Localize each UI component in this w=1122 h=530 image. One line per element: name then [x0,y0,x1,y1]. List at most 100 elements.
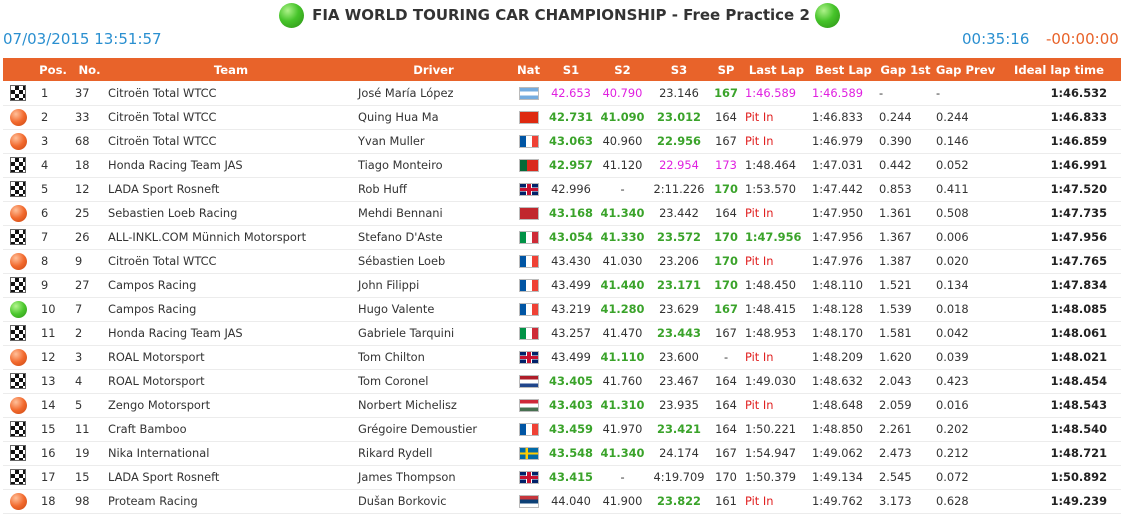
car-number-cell: 18 [73,153,106,178]
table-row[interactable]: 6 25 Sebastien Loeb Racing Mehdi Bennani 43.… [3,201,1121,226]
pit-lane-icon [9,132,27,150]
gap-prev-cell: 0.202 [934,417,997,442]
speed-cell: 170 [709,177,743,202]
s3-cell: 24.174 [649,441,709,466]
pit-lane-icon [9,204,27,222]
last-lap-cell: Pit In [743,489,810,514]
nat-header[interactable]: Nat [516,62,541,77]
s3-cell: 23.935 [649,393,709,418]
driver-cell: Stefano D'Aste [356,225,511,250]
s2-cell: 41.760 [596,369,649,394]
best-lap-cell: 1:46.979 [810,129,877,154]
nat-cell [511,345,546,370]
status-cell [3,297,33,322]
ideal-lap-cell: 1:48.454 [997,369,1121,394]
best-lap-cell: 1:49.062 [810,441,877,466]
nationality-flag-icon [518,375,539,388]
s2-cell: - [596,465,649,490]
best-lap-cell: 1:47.976 [810,249,877,274]
nationality-flag-icon [518,327,539,340]
ideal-lap-cell: 1:48.543 [997,393,1121,418]
status-cell [3,369,33,394]
pos-cell: 14 [33,393,73,418]
gap-1st-cell: 0.244 [877,105,934,130]
team-cell: Craft Bamboo [106,417,356,442]
table-row[interactable]: 4 18 Honda Racing Team JAS Tiago Monteiro 42… [3,153,1121,178]
speed-cell: 170 [709,249,743,274]
gap-1st-cell: 0.853 [877,177,934,202]
session-datetime: 07/03/2015 13:51:57 [3,30,162,48]
s3-cell: 22.954 [649,153,709,178]
nat-cell [511,201,546,226]
gap-1st-cell: 1.387 [877,249,934,274]
driver-cell: Mehdi Bennani [356,201,511,226]
s3-header[interactable]: S3 [670,62,688,77]
pit-lane-icon [9,348,27,366]
gap-1st-cell: 2.261 [877,417,934,442]
gap-1st-cell: 2.545 [877,465,934,490]
s3-cell: 23.600 [649,345,709,370]
team-header[interactable]: Team [213,62,249,77]
speed-cell: 170 [709,225,743,250]
gap-1st-header[interactable]: Gap 1st [880,62,931,77]
status-cell [3,465,33,490]
pos-cell: 5 [33,177,73,202]
gap-1st-cell: 1.367 [877,225,934,250]
s2-cell: 41.440 [596,273,649,298]
table-row[interactable]: 3 68 Citroën Total WTCC Yvan Muller 43.063 40… [3,129,1121,154]
table-row[interactable]: 5 12 LADA Sport Rosneft Rob Huff 42.996-2:11… [3,177,1121,202]
table-row[interactable]: 17 15 LADA Sport Rosneft James Thompson 43.4… [3,465,1121,490]
driver-header[interactable]: Driver [413,62,454,77]
gap-1st-cell: 2.059 [877,393,934,418]
driver-cell: Dušan Borkovic [356,489,511,514]
status-cell [3,321,33,346]
table-row[interactable]: 11 2 Honda Racing Team JAS Gabriele Tarquin… [3,321,1121,346]
table-row[interactable]: 10 7 Campos Racing Hugo Valente 43.219 41.280… [3,297,1121,322]
table-row[interactable]: 9 27 Campos Racing John Filippi 43.499 41.440… [3,273,1121,298]
s1-cell: 43.403 [546,393,596,418]
no-header[interactable]: No. [78,62,101,77]
status-cell [3,177,33,202]
table-row[interactable]: 15 11 Craft Bamboo Grégoire Demoustier 43.45… [3,417,1121,442]
car-number-cell: 11 [73,417,106,442]
table-row[interactable]: 16 19 Nika International Rikard Rydell 43.54… [3,441,1121,466]
table-row[interactable]: 7 26 ALL-INKL.COM Münnich Motorsport Stefan… [3,225,1121,250]
last-lap-cell: 1:50.221 [743,417,810,442]
best-lap-cell: 1:48.648 [810,393,877,418]
ideal-lap-header[interactable]: Ideal lap time [1014,62,1104,77]
table-row[interactable]: 18 98 Proteam Racing Dušan Borkovic 44.040 41… [3,489,1121,514]
ideal-lap-cell: 1:47.520 [997,177,1121,202]
speed-cell: 167 [709,321,743,346]
page-title: FIA WORLD TOURING CAR CHAMPIONSHIP - Fre… [312,6,810,24]
car-number-cell: 2 [73,321,106,346]
s1-cell: 43.063 [546,129,596,154]
best-lap-header[interactable]: Best Lap [815,62,872,77]
car-number-cell: 27 [73,273,106,298]
s2-cell: 41.280 [596,297,649,322]
s1-cell: 43.405 [546,369,596,394]
table-row[interactable]: 14 5 Zengo Motorsport Norbert Michelisz 43.4… [3,393,1121,418]
ideal-lap-cell: 1:46.833 [997,105,1121,130]
driver-cell: Tom Chilton [356,345,511,370]
status-cell [3,81,33,106]
s3-cell: 23.822 [649,489,709,514]
pos-cell: 10 [33,297,73,322]
gap-prev-header[interactable]: Gap Prev [935,62,996,77]
s2-header[interactable]: S2 [614,62,631,77]
last-lap-header[interactable]: Last Lap [748,62,805,77]
sp-header[interactable]: SP [717,62,735,77]
nat-cell [511,81,546,106]
driver-cell: Rob Huff [356,177,511,202]
s1-header[interactable]: S1 [562,62,580,77]
car-number-cell: 98 [73,489,106,514]
table-row[interactable]: 13 4 ROAL Motorsport Tom Coronel 43.405 41.76… [3,369,1121,394]
driver-cell: Tom Coronel [356,369,511,394]
table-row[interactable]: 2 33 Citroën Total WTCC Quing Hua Ma 42.731 4… [3,105,1121,130]
checkered-flag-icon [10,229,26,245]
status-cell [3,273,33,298]
table-row[interactable]: 1 37 Citroën Total WTCC José María López 42.… [3,81,1121,106]
table-row[interactable]: 8 9 Citroën Total WTCC Sébastien Loeb 43.430… [3,249,1121,274]
nationality-flag-icon [518,255,539,268]
table-row[interactable]: 12 3 ROAL Motorsport Tom Chilton 43.499 41.11… [3,345,1121,370]
pos-header[interactable]: Pos. [39,62,67,77]
